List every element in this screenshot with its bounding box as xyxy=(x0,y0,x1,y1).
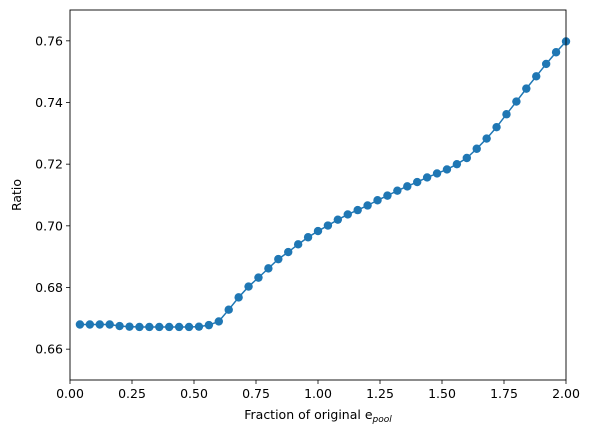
data-point xyxy=(442,165,452,174)
y-tick-label: 0.68 xyxy=(35,280,63,295)
x-axis-label-main: Fraction of original e xyxy=(244,407,373,422)
data-point xyxy=(75,320,85,329)
data-point xyxy=(115,321,124,331)
data-point xyxy=(135,322,144,332)
data-point xyxy=(214,317,223,326)
data-point xyxy=(274,254,283,264)
x-axis-label: Fraction of original epool xyxy=(244,407,392,425)
data-point xyxy=(432,169,442,178)
y-tick-label: 0.72 xyxy=(35,157,63,172)
y-tick-label: 0.74 xyxy=(35,95,63,110)
x-tick-label: 1.75 xyxy=(490,386,518,401)
data-point xyxy=(264,264,273,273)
data-point xyxy=(452,159,462,169)
data-point xyxy=(393,186,402,195)
x-axis-label-subscript: pool xyxy=(372,415,393,425)
y-axis: 0.66 0.68 0.70 0.72 0.74 0.76 xyxy=(35,33,70,357)
x-tick-label: 2.00 xyxy=(552,386,580,401)
data-point xyxy=(353,205,362,215)
y-axis-label: Ratio xyxy=(9,179,24,211)
data-point xyxy=(174,322,184,332)
data-point xyxy=(184,322,194,332)
data-point xyxy=(462,153,471,163)
y-tick-label: 0.66 xyxy=(35,342,63,357)
data-point xyxy=(204,320,214,330)
data-point xyxy=(224,305,233,314)
data-point xyxy=(541,59,551,69)
x-tick-label: 0.00 xyxy=(56,386,84,401)
data-point xyxy=(244,282,253,291)
data-point xyxy=(323,221,333,230)
y-tick-label: 0.70 xyxy=(35,218,63,233)
data-point xyxy=(85,320,95,329)
data-point xyxy=(125,322,134,331)
x-tick-label: 1.00 xyxy=(304,386,332,401)
data-point xyxy=(532,72,541,81)
data-point xyxy=(413,177,422,187)
data-point xyxy=(313,226,323,236)
x-tick-label: 0.25 xyxy=(118,386,146,401)
data-point xyxy=(194,322,204,331)
x-tick-label: 1.25 xyxy=(366,386,394,401)
data-point xyxy=(383,191,392,200)
y-tick-label: 0.76 xyxy=(35,33,63,48)
data-point xyxy=(165,322,174,332)
x-tick-label: 0.75 xyxy=(242,386,270,401)
data-point xyxy=(105,320,114,329)
data-point xyxy=(512,97,521,106)
data-point xyxy=(284,247,293,257)
x-tick-label: 1.50 xyxy=(428,386,456,401)
data-point xyxy=(95,320,104,329)
data-point xyxy=(293,240,303,249)
data-point xyxy=(422,173,432,182)
data-point xyxy=(551,48,561,57)
data-point xyxy=(234,293,243,302)
data-point xyxy=(472,144,481,153)
data-point xyxy=(492,122,501,132)
data-point xyxy=(254,273,263,282)
data-point xyxy=(363,201,372,210)
x-axis: 0.00 0.25 0.50 0.75 1.00 1.25 1.50 1.75 2.00 xyxy=(56,380,580,401)
data-point xyxy=(303,233,313,242)
data-point xyxy=(333,215,343,224)
data-point xyxy=(343,210,352,219)
data-point xyxy=(155,322,164,332)
data-point xyxy=(373,196,382,205)
x-tick-label: 0.50 xyxy=(180,386,208,401)
data-point xyxy=(502,110,511,119)
data-point xyxy=(522,84,531,93)
data-point xyxy=(145,322,154,332)
data-point xyxy=(403,182,412,191)
data-point xyxy=(482,134,491,143)
plot-area xyxy=(75,37,571,332)
